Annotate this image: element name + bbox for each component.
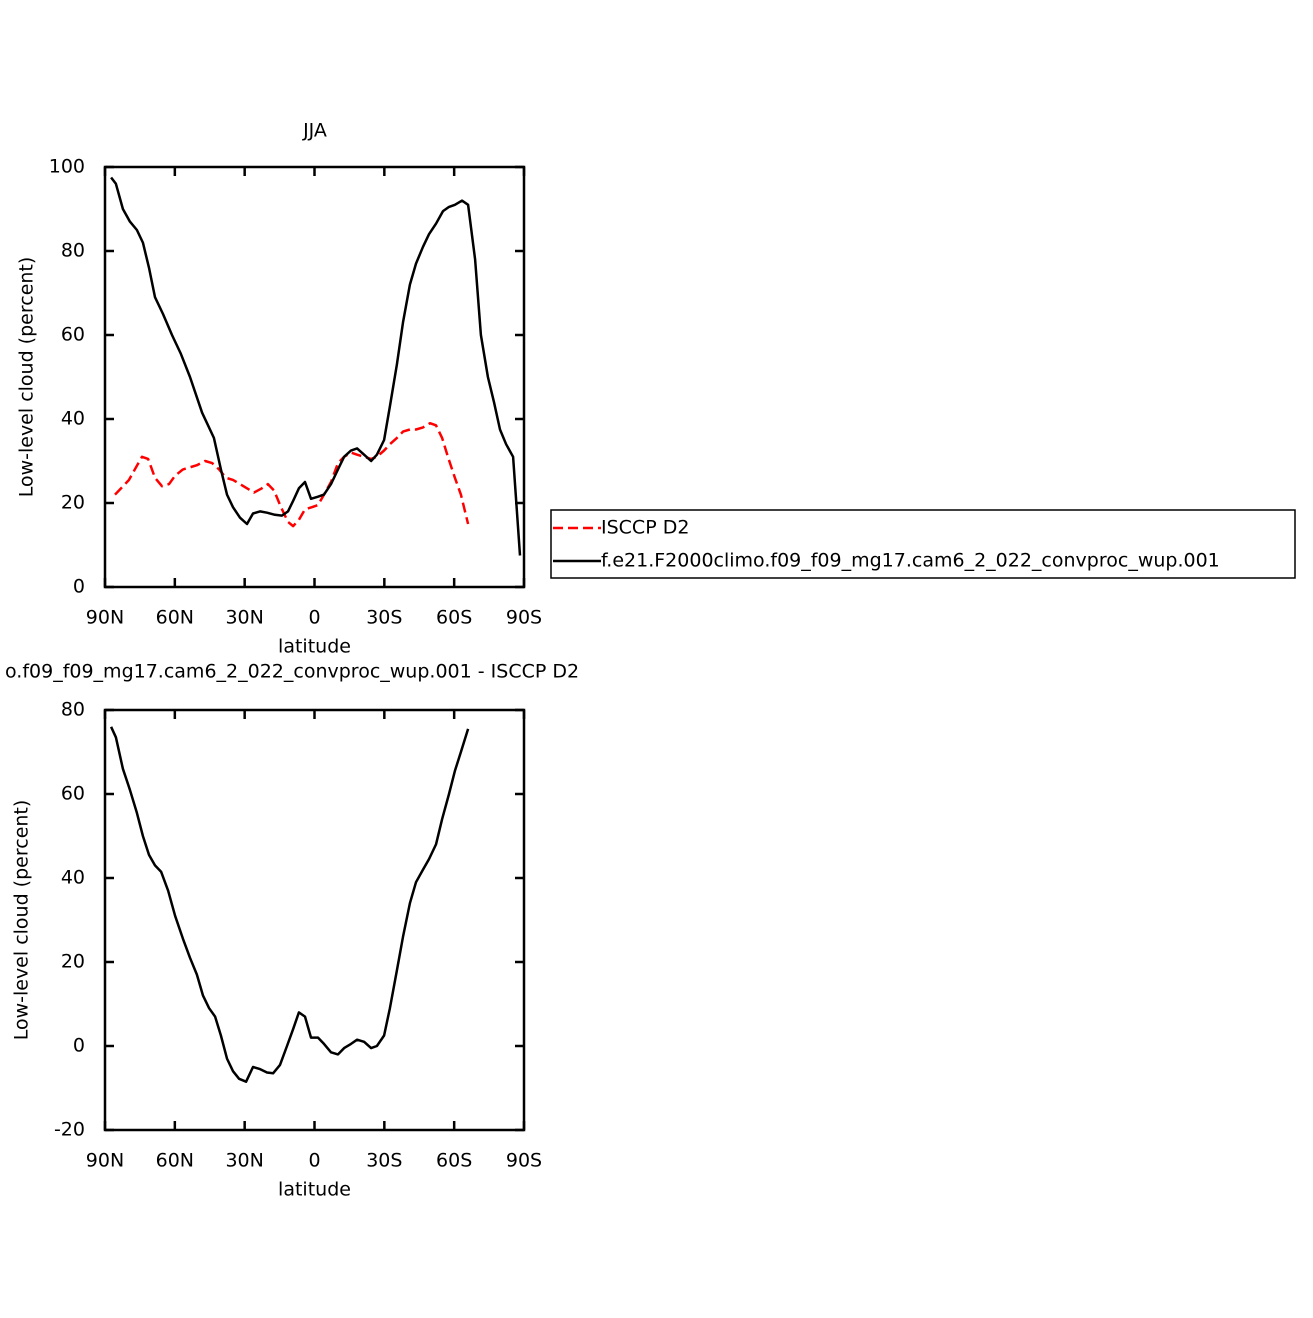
x-tick-label: 90N: [86, 607, 124, 629]
legend-label: f.e21.F2000climo.f09_f09_mg17.cam6_2_022…: [601, 550, 1220, 572]
data-line: [110, 176, 522, 556]
x-tick-label: 60S: [436, 607, 472, 629]
x-tick-label: 60S: [436, 1150, 472, 1172]
x-tick-label: 30S: [366, 607, 402, 629]
chart-title: o.f09_f09_mg17.cam6_2_022_convproc_wup.0…: [5, 661, 579, 683]
x-tick-label: 30N: [225, 607, 263, 629]
chart-title: JJA: [302, 120, 327, 142]
y-tick-label: 100: [49, 156, 85, 178]
y-tick-label: 0: [73, 1035, 85, 1057]
plot-frame: [103, 708, 526, 1132]
y-tick-label: 80: [61, 240, 85, 262]
y-tick-label: 20: [61, 492, 85, 514]
x-tick-label: 60N: [156, 1150, 194, 1172]
x-tick-label: 90N: [86, 1150, 124, 1172]
y-axis-label: Low-level cloud (percent): [11, 800, 33, 1041]
y-tick-label: 40: [61, 408, 85, 430]
data-line: [114, 421, 470, 528]
legend-label: ISCCP D2: [601, 517, 689, 539]
x-tick-label: 90S: [506, 1150, 542, 1172]
x-tick-label: 0: [308, 607, 320, 629]
y-tick-label: 40: [61, 867, 85, 889]
data-line: [109, 726, 470, 1083]
y-tick-label: 60: [61, 783, 85, 805]
y-tick-label: 60: [61, 324, 85, 346]
legend-box: [550, 509, 1296, 579]
x-tick-label: 90S: [506, 607, 542, 629]
x-tick-label: 30N: [225, 1150, 263, 1172]
y-tick-label: 80: [61, 699, 85, 721]
x-tick-label: 60N: [156, 607, 194, 629]
x-axis-label: latitude: [278, 1179, 351, 1201]
y-tick-label: -20: [54, 1119, 85, 1141]
x-tick-label: 30S: [366, 1150, 402, 1172]
plot-frame: [103, 165, 526, 589]
x-axis-label: latitude: [278, 636, 351, 658]
y-axis-label: Low-level cloud (percent): [16, 257, 38, 498]
y-tick-label: 20: [61, 951, 85, 973]
y-tick-label: 0: [73, 576, 85, 598]
x-tick-label: 0: [308, 1150, 320, 1172]
